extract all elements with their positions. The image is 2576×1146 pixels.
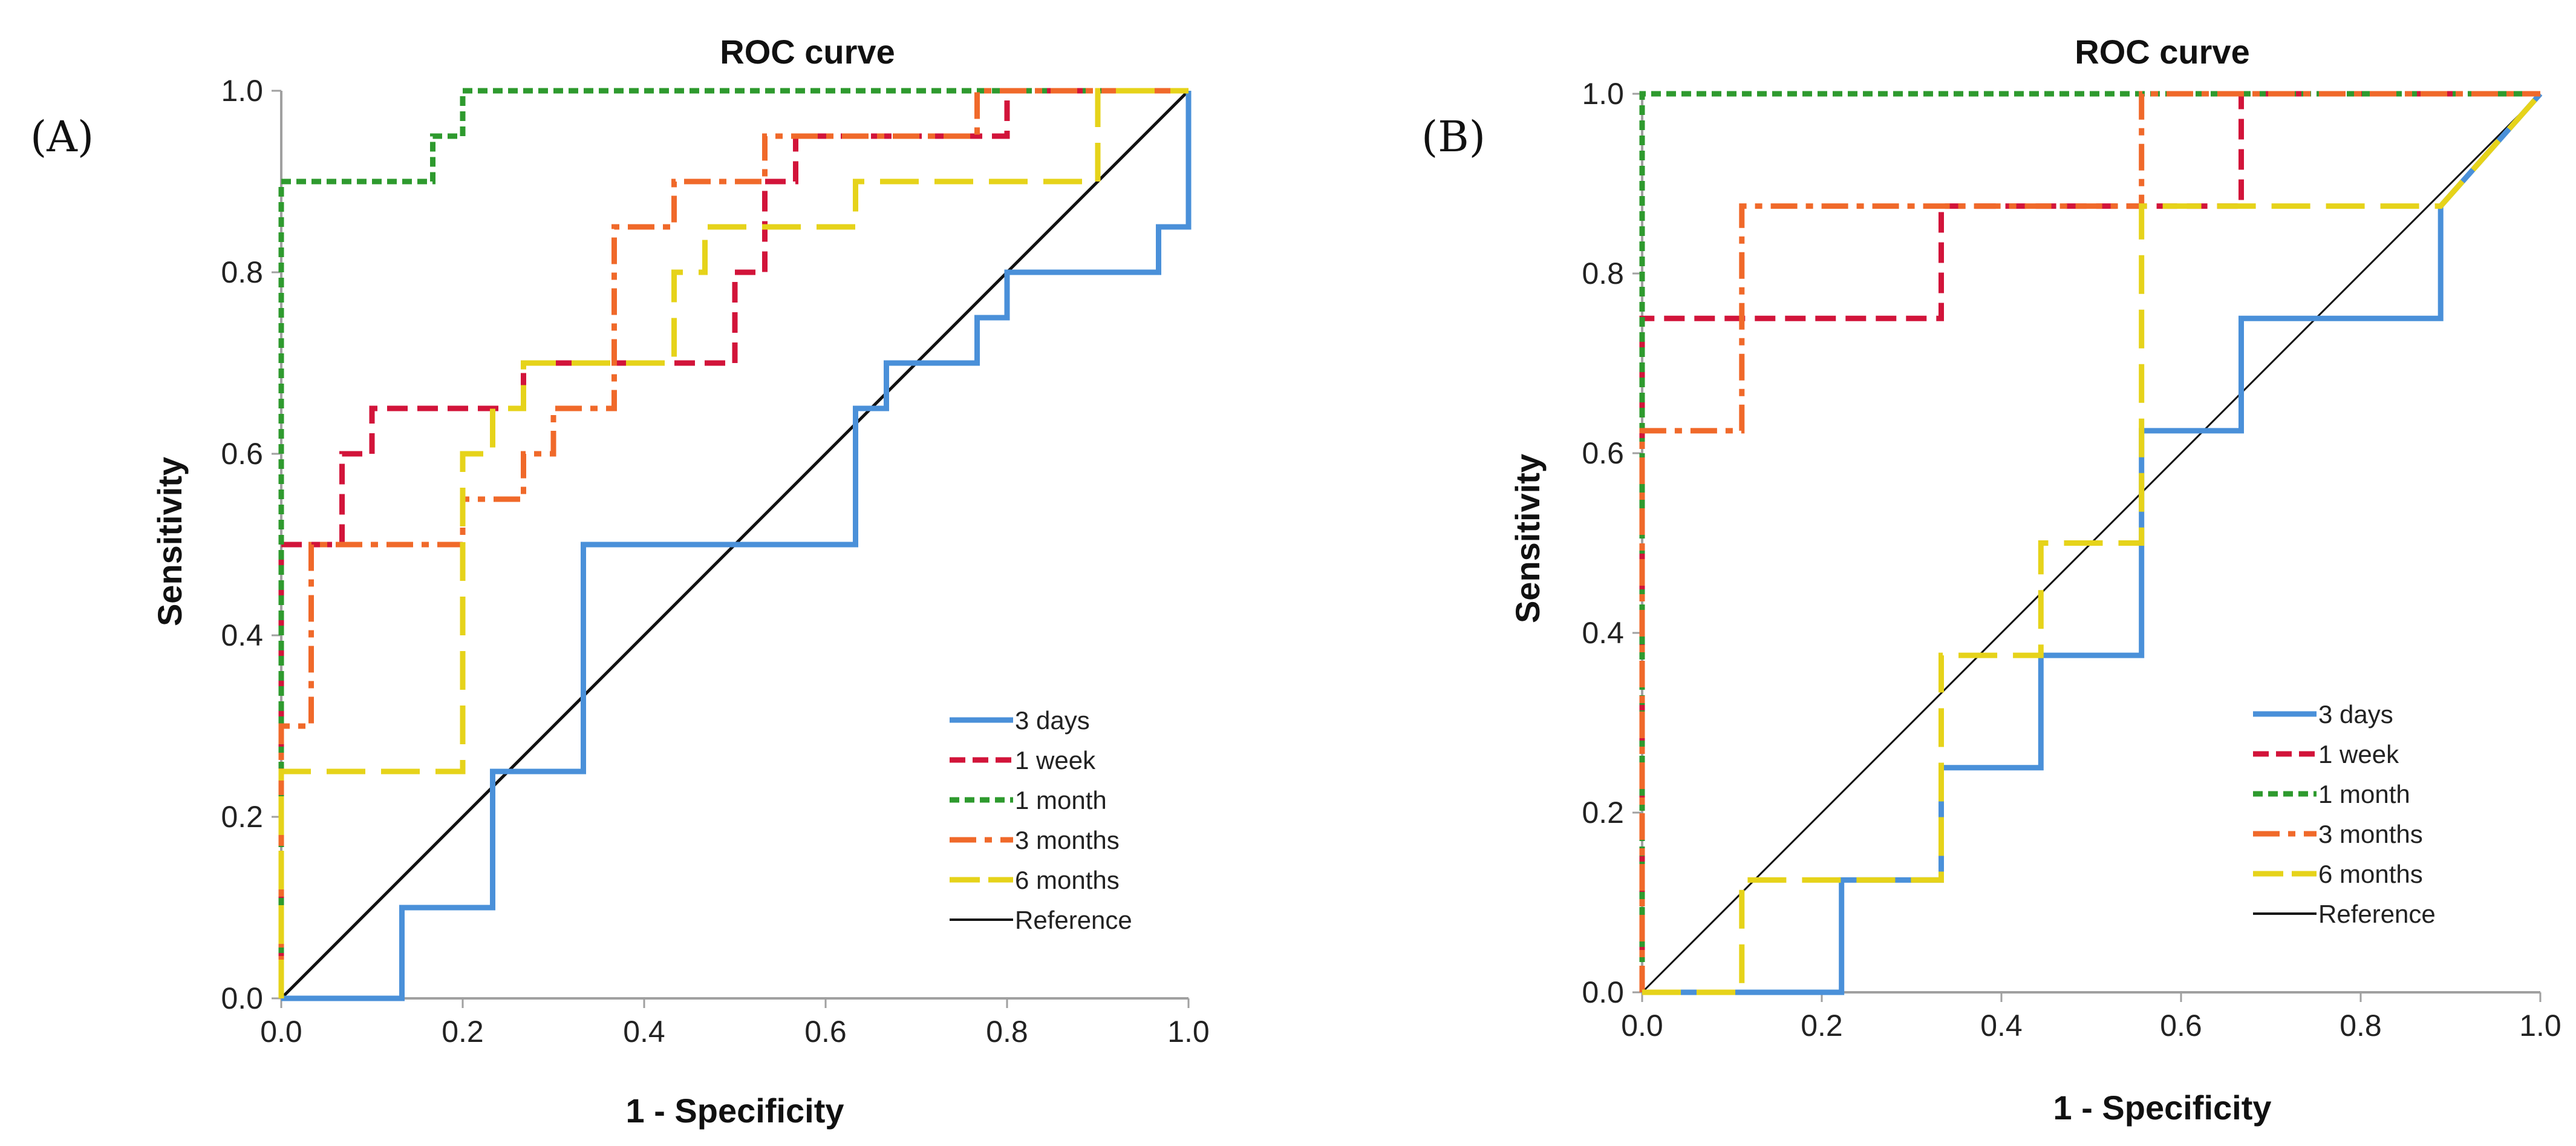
x-axis-title: 1 - Specificity — [2053, 1089, 2271, 1127]
legend-label: Reference — [1015, 906, 1132, 934]
series-line-3-days — [281, 91, 1192, 1001]
y-tick-label: 0.8 — [1582, 257, 1624, 290]
y-tick-label: 0.2 — [221, 800, 263, 834]
legend-label: 1 week — [1015, 746, 1096, 774]
panel-label: (A) — [30, 112, 94, 162]
legend-label: 3 months — [2318, 820, 2423, 848]
panel-label: (B) — [1421, 112, 1485, 162]
series-line-6-months — [1642, 92, 2543, 995]
series-line-3-months — [278, 88, 1189, 998]
y-tick-label: 0.6 — [1582, 436, 1624, 470]
legend-label: 6 months — [2318, 860, 2423, 888]
y-tick-label: 0.0 — [1582, 975, 1624, 1009]
legend-label: 1 month — [2318, 780, 2410, 808]
x-tick-label: 0.0 — [260, 1015, 302, 1049]
x-tick-label: 0.6 — [804, 1015, 847, 1049]
x-tick-label: 0.4 — [1980, 1009, 2023, 1043]
legend-label: 1 week — [2318, 740, 2399, 768]
x-tick-label: 0.4 — [623, 1015, 665, 1049]
y-tick-label: 1.0 — [221, 74, 263, 108]
plot-area: 0.0 0.2 0.4 0.6 0.8 1.0 0.0 0.2 0.4 0.6 0.8 1.0 — [221, 74, 1209, 1049]
y-axis-title: Sensitivity — [151, 457, 189, 626]
y-tick-label: 0.0 — [221, 981, 263, 1015]
y-tick-label: 1.0 — [1582, 77, 1624, 111]
x-tick-label: 0.6 — [2160, 1009, 2202, 1043]
legend-label: 6 months — [1015, 866, 1120, 894]
legend: 3 days 1 week 1 month 3 months 6 months Refer… — [950, 706, 1132, 934]
series-line-6-months — [278, 88, 1189, 998]
x-tick-label: 1.0 — [1167, 1015, 1210, 1049]
y-tick-label: 0.2 — [1582, 796, 1624, 830]
y-axis-title: Sensitivity — [1508, 454, 1547, 623]
y-tick-label: 0.4 — [221, 618, 263, 652]
legend-label: 3 months — [1015, 826, 1120, 854]
x-tick-label: 0.2 — [442, 1015, 484, 1049]
y-tick-label: 0.6 — [221, 437, 263, 471]
x-tick-label: 0.2 — [1801, 1009, 1843, 1043]
legend: 3 days 1 week 1 month 3 months 6 months Refer… — [2253, 700, 2436, 928]
legend-label: 3 days — [2318, 700, 2393, 729]
x-tick-label: 0.8 — [2340, 1009, 2382, 1043]
y-tick-label: 0.4 — [1582, 616, 1624, 650]
x-tick-label: 1.0 — [2519, 1009, 2561, 1043]
panel-a: (A) ROC curve 1 - Specificity Sensitivit… — [30, 33, 1210, 1130]
legend-label: 3 days — [1015, 706, 1090, 735]
legend-label: 1 month — [1015, 786, 1107, 814]
legend-label: Reference — [2318, 900, 2436, 928]
plot-area: 0.0 0.2 0.4 0.6 0.8 1.0 0.0 0.2 0.4 0.6 0.8 1.0 — [1582, 77, 2561, 1043]
series-line-3-months — [1639, 91, 2540, 992]
chart-title: ROC curve — [720, 33, 895, 71]
panel-b: (B) ROC curve 1 - Specificity Sensitivit… — [1421, 33, 2561, 1127]
y-tick-label: 0.8 — [221, 255, 263, 289]
x-tick-label: 0.0 — [1621, 1009, 1663, 1043]
chart-title: ROC curve — [2075, 33, 2249, 71]
series-line-1-month — [278, 88, 1189, 998]
x-tick-label: 0.8 — [986, 1015, 1028, 1049]
x-axis-title: 1 - Specificity — [625, 1092, 844, 1130]
